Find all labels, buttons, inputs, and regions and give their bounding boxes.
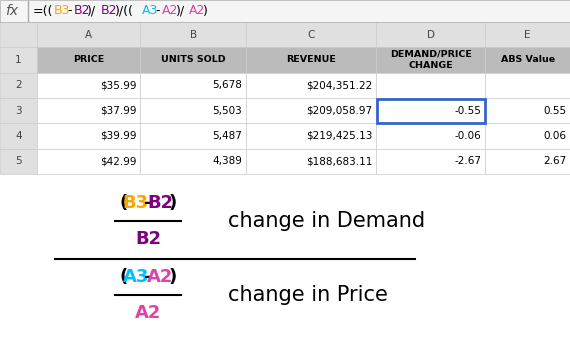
Bar bbox=[0, 149, 37, 174]
Text: $188,683.11: $188,683.11 bbox=[306, 156, 372, 166]
Text: A2: A2 bbox=[147, 268, 173, 286]
Text: A3: A3 bbox=[142, 5, 158, 18]
Text: -0.06: -0.06 bbox=[454, 131, 481, 141]
Text: -0.55: -0.55 bbox=[454, 106, 481, 116]
Text: 5,503: 5,503 bbox=[212, 106, 242, 116]
Text: ): ) bbox=[169, 194, 177, 212]
Bar bbox=[37, 123, 140, 149]
Text: 4: 4 bbox=[15, 131, 22, 141]
Text: 3: 3 bbox=[15, 106, 22, 116]
Bar bbox=[140, 149, 246, 174]
Text: -: - bbox=[67, 5, 71, 18]
Bar bbox=[0, 123, 37, 149]
Text: E: E bbox=[524, 30, 531, 39]
Text: (: ( bbox=[119, 194, 128, 212]
Bar bbox=[246, 73, 376, 98]
Text: $37.99: $37.99 bbox=[100, 106, 136, 116]
Text: PRICE: PRICE bbox=[73, 56, 104, 65]
Text: )/: )/ bbox=[176, 5, 185, 18]
Text: UNITS SOLD: UNITS SOLD bbox=[161, 56, 225, 65]
Text: fx: fx bbox=[5, 4, 18, 18]
Text: C: C bbox=[307, 30, 315, 39]
Text: REVENUE: REVENUE bbox=[286, 56, 336, 65]
Text: A3: A3 bbox=[123, 268, 149, 286]
Text: 5,678: 5,678 bbox=[212, 80, 242, 90]
Text: B2: B2 bbox=[147, 194, 173, 212]
Bar bbox=[485, 47, 570, 73]
Text: $42.99: $42.99 bbox=[100, 156, 136, 166]
Text: A: A bbox=[85, 30, 92, 39]
Bar bbox=[0, 73, 37, 98]
Bar bbox=[246, 149, 376, 174]
Bar bbox=[140, 98, 246, 123]
Bar bbox=[37, 73, 140, 98]
Bar bbox=[0, 22, 37, 47]
Bar bbox=[485, 22, 570, 47]
Bar bbox=[140, 22, 246, 47]
Text: -2.67: -2.67 bbox=[454, 156, 481, 166]
Bar bbox=[485, 123, 570, 149]
Bar bbox=[246, 47, 376, 73]
Bar bbox=[0, 98, 37, 123]
Text: change in Demand: change in Demand bbox=[228, 211, 425, 231]
Text: $204,351.22: $204,351.22 bbox=[306, 80, 372, 90]
Text: $219,425.13: $219,425.13 bbox=[306, 131, 372, 141]
Text: 2.67: 2.67 bbox=[543, 156, 566, 166]
Bar bbox=[376, 22, 485, 47]
Text: A2: A2 bbox=[135, 304, 161, 322]
Text: )/: )/ bbox=[87, 5, 96, 18]
Text: B: B bbox=[189, 30, 197, 39]
Text: 1: 1 bbox=[15, 55, 22, 65]
Text: ): ) bbox=[203, 5, 208, 18]
Bar bbox=[376, 47, 485, 73]
Bar bbox=[485, 73, 570, 98]
Text: $209,058.97: $209,058.97 bbox=[306, 106, 372, 116]
Bar bbox=[376, 98, 485, 123]
Text: 2: 2 bbox=[15, 80, 22, 90]
Bar bbox=[37, 149, 140, 174]
Text: B3: B3 bbox=[123, 194, 149, 212]
Text: DEMAND/PRICE
CHANGE: DEMAND/PRICE CHANGE bbox=[390, 50, 472, 70]
Bar bbox=[246, 98, 376, 123]
Bar bbox=[376, 123, 485, 149]
Text: $35.99: $35.99 bbox=[100, 80, 136, 90]
Bar bbox=[485, 98, 570, 123]
Bar bbox=[0, 0, 570, 22]
Text: 5,487: 5,487 bbox=[212, 131, 242, 141]
Text: 0.55: 0.55 bbox=[543, 106, 566, 116]
Bar bbox=[246, 123, 376, 149]
Bar bbox=[140, 73, 246, 98]
Text: )/((: )/(( bbox=[115, 5, 133, 18]
Text: B2: B2 bbox=[135, 230, 161, 248]
Text: ABS Value: ABS Value bbox=[500, 56, 555, 65]
Text: -: - bbox=[144, 268, 152, 286]
Text: -: - bbox=[156, 5, 160, 18]
Bar bbox=[376, 149, 485, 174]
Text: 5: 5 bbox=[15, 156, 22, 166]
Text: $39.99: $39.99 bbox=[100, 131, 136, 141]
Text: -: - bbox=[144, 194, 152, 212]
Text: B2: B2 bbox=[101, 5, 117, 18]
Text: 0.06: 0.06 bbox=[543, 131, 566, 141]
Text: B2: B2 bbox=[74, 5, 90, 18]
Bar bbox=[37, 22, 140, 47]
Text: D: D bbox=[427, 30, 435, 39]
Bar bbox=[246, 22, 376, 47]
Bar bbox=[37, 47, 140, 73]
Text: A2: A2 bbox=[189, 5, 206, 18]
Text: ): ) bbox=[169, 268, 177, 286]
Bar bbox=[0, 47, 37, 73]
Text: 4,389: 4,389 bbox=[212, 156, 242, 166]
Bar bbox=[37, 98, 140, 123]
Text: (: ( bbox=[119, 268, 128, 286]
Bar bbox=[376, 73, 485, 98]
Bar bbox=[377, 98, 484, 123]
Text: change in Price: change in Price bbox=[228, 285, 388, 305]
Bar bbox=[140, 47, 246, 73]
Bar bbox=[485, 149, 570, 174]
Text: B3: B3 bbox=[54, 5, 70, 18]
Text: =((: =(( bbox=[33, 5, 54, 18]
Bar bbox=[140, 123, 246, 149]
Text: A2: A2 bbox=[162, 5, 178, 18]
